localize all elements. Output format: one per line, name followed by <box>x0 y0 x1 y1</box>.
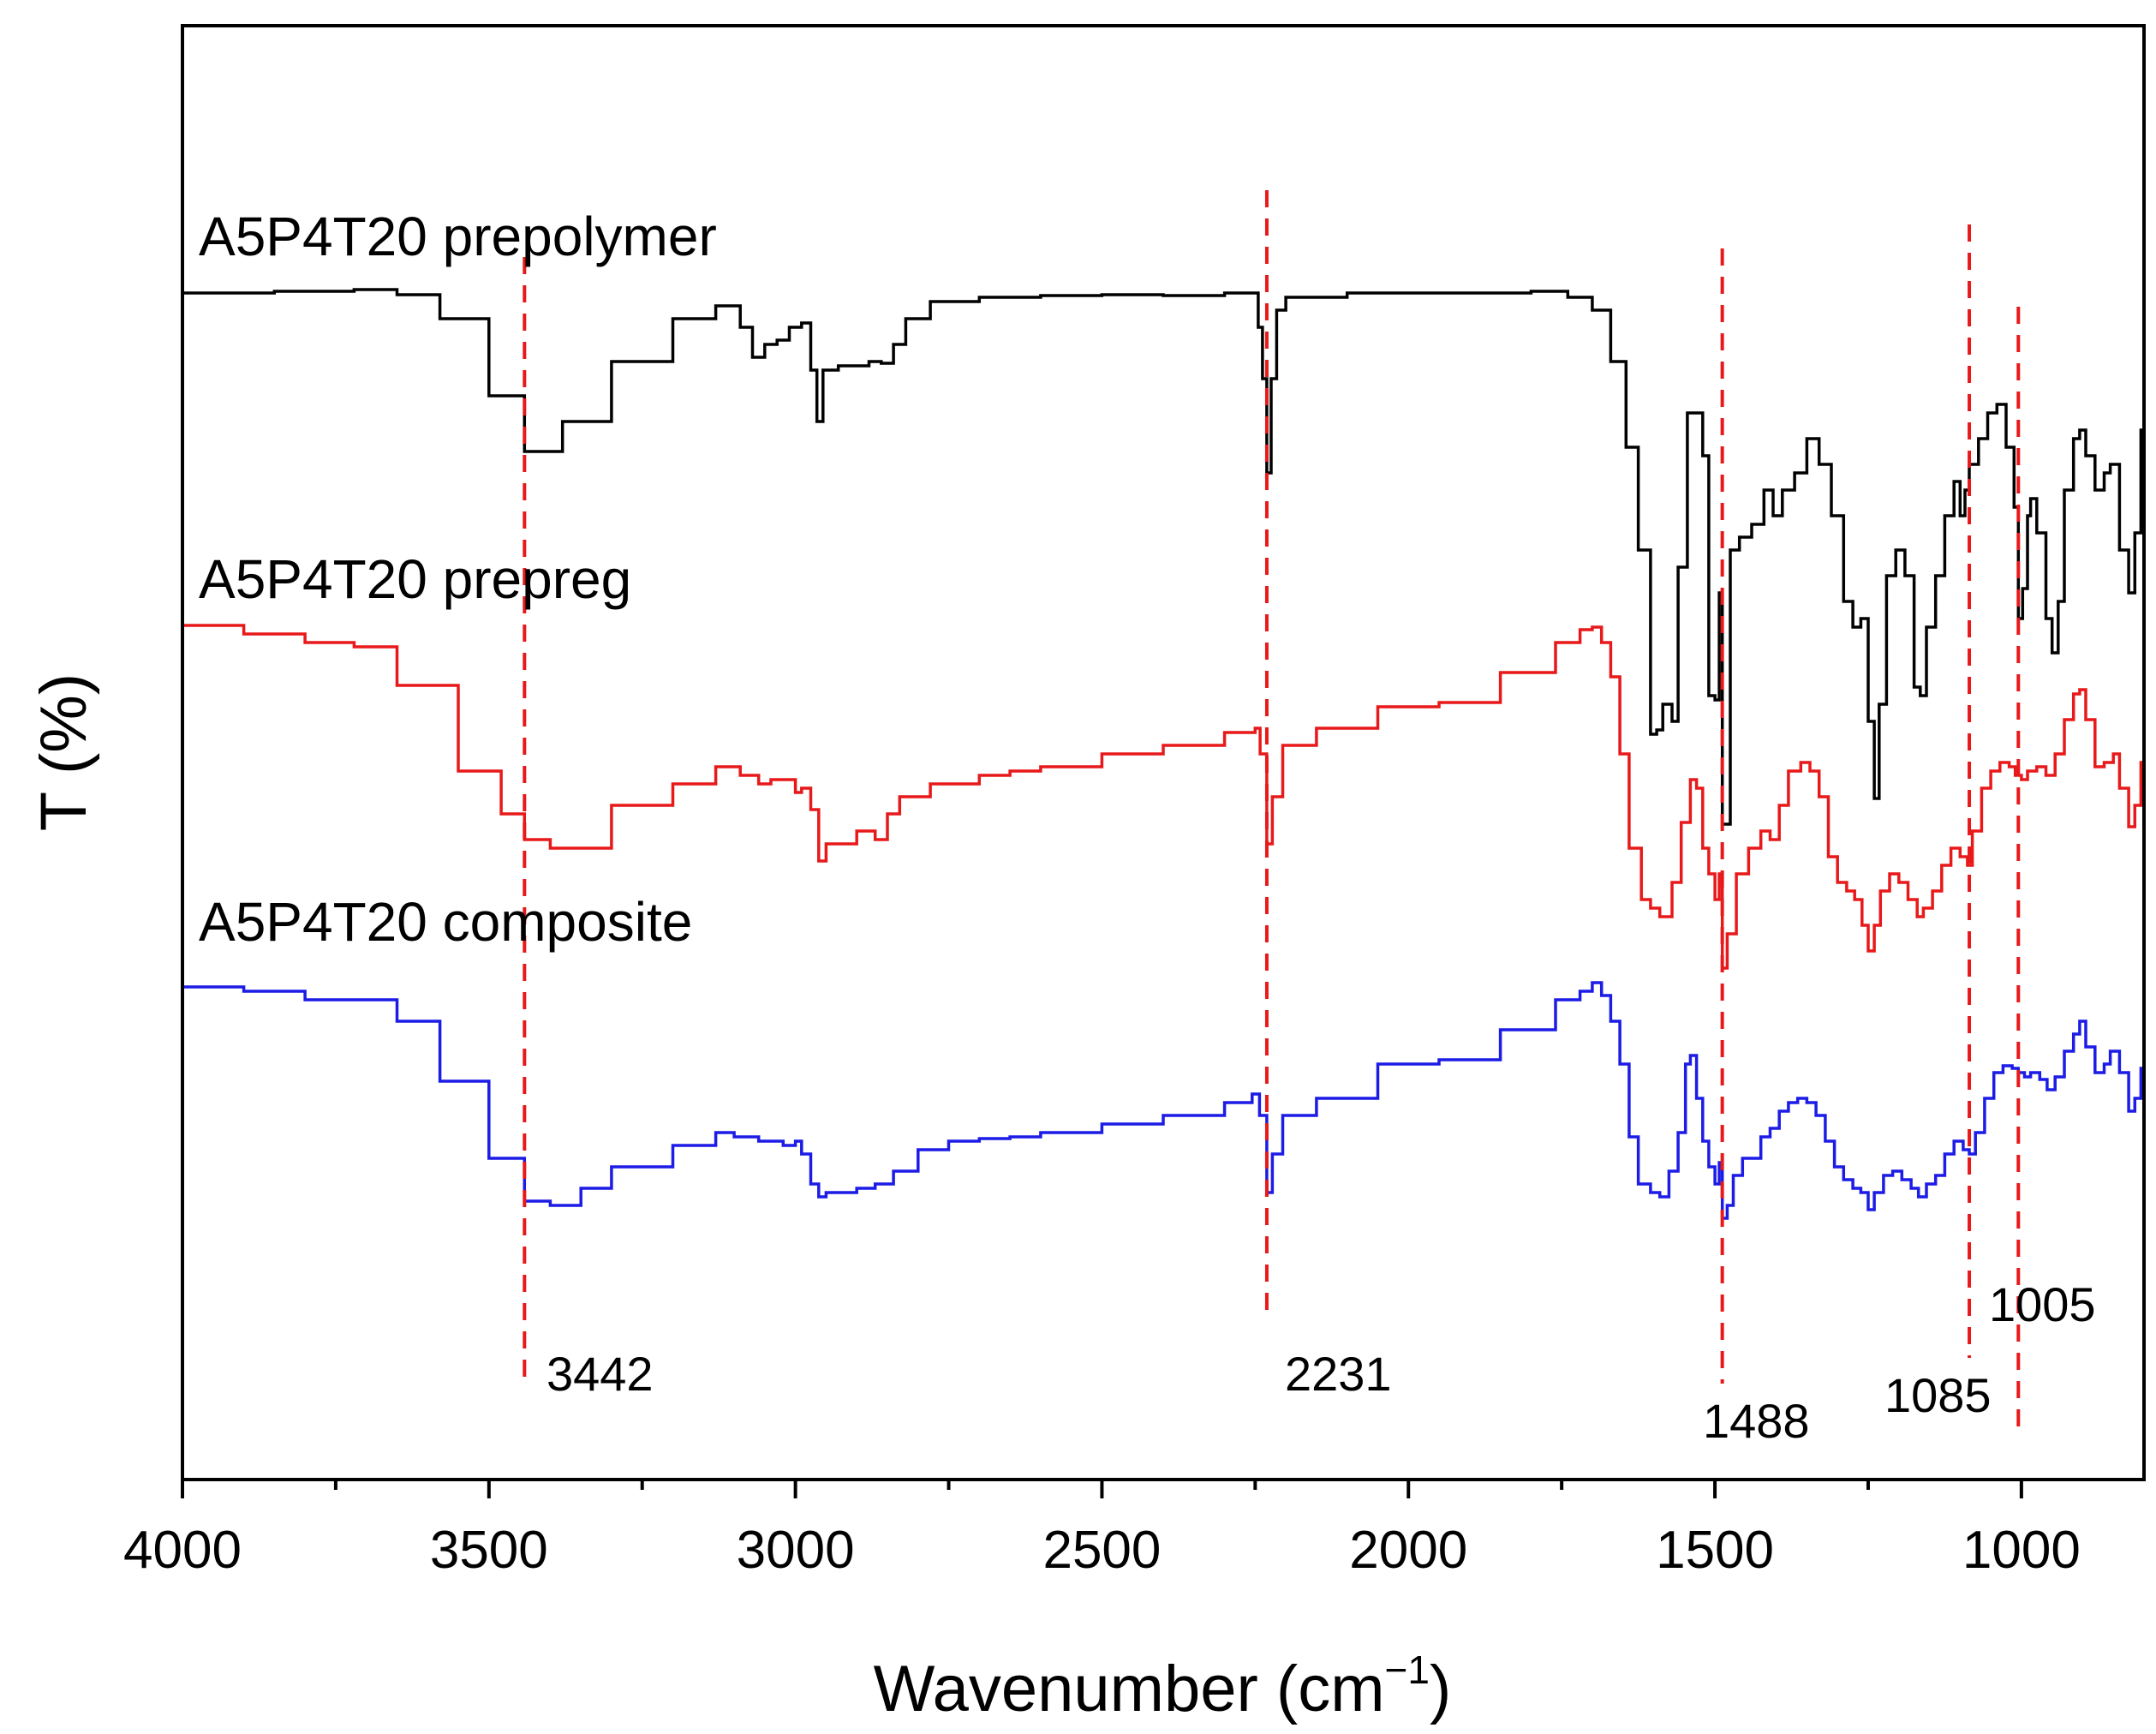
x-axis-title: Wavenumber (cm−1) <box>874 1647 1452 1725</box>
x-tick-label: 2500 <box>1042 1521 1161 1580</box>
peak-label-3442: 3442 <box>546 1347 654 1401</box>
series-label-prepolymer: A5P4T20 prepolymer <box>199 206 717 267</box>
peak-label-2231: 2231 <box>1285 1347 1392 1401</box>
series-label-composite: A5P4T20 composite <box>199 891 692 953</box>
series-line-2 <box>182 624 2146 970</box>
plot-frame <box>181 24 2146 1481</box>
peak-label-1085: 1085 <box>1884 1368 1992 1422</box>
series-label-prepreg: A5P4T20 prepreg <box>199 548 631 610</box>
series-line-3 <box>182 981 2146 1220</box>
x-tick-label: 3000 <box>737 1521 855 1580</box>
x-tick-label: 2000 <box>1349 1521 1467 1580</box>
x-tick-label: 4000 <box>123 1521 242 1580</box>
reference-lines <box>523 190 2021 1435</box>
series-line-1 <box>182 288 2146 826</box>
y-axis-title: T (%) <box>27 673 100 831</box>
series-layer <box>182 288 2146 1220</box>
x-tick-label: 3500 <box>430 1521 548 1580</box>
x-axis-ticks: 4000 3500 3000 2500 2000 1500 1000 <box>123 1480 2081 1580</box>
x-tick-label: 1500 <box>1656 1521 1774 1580</box>
peak-label-1005: 1005 <box>1989 1277 2096 1331</box>
peak-label-1488: 1488 <box>1703 1394 1810 1448</box>
x-tick-label: 1000 <box>1962 1521 2081 1580</box>
